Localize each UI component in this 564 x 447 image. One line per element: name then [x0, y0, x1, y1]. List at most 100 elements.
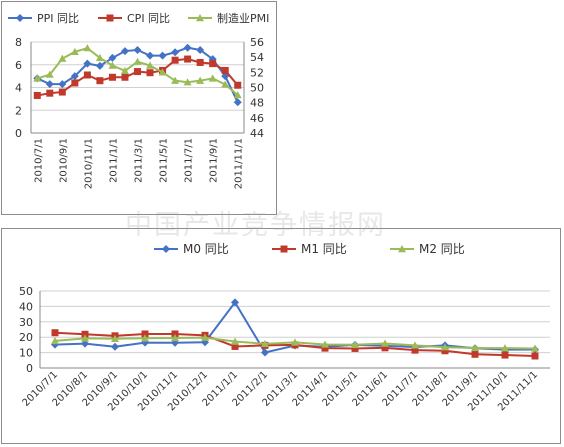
x-tick-label: 2011/7/1: [184, 138, 195, 183]
data-point: [381, 344, 389, 352]
data-point: [221, 80, 230, 88]
data-point: [531, 352, 539, 360]
watermark-text: 中国产业竞争情报网: [125, 210, 386, 241]
data-point: [111, 334, 119, 342]
data-point: [196, 58, 204, 66]
legend-label: M0 同比: [183, 242, 229, 256]
legend-label: PPI 同比: [37, 12, 79, 25]
y-tick: 40: [19, 300, 33, 313]
y-tick-left: 0: [15, 127, 22, 140]
x-tick-label: 2011/1/1: [108, 138, 119, 183]
y-tick: 30: [19, 316, 33, 329]
y-tick-left: 6: [15, 59, 22, 72]
data-point: [411, 346, 419, 354]
data-point: [96, 77, 104, 85]
x-tick-label: 2011/5/1: [159, 138, 170, 183]
data-point: [108, 61, 117, 69]
data-point: [46, 89, 54, 97]
legend-marker-square: [280, 245, 288, 253]
x-tick-label: 2010/11/1: [83, 138, 94, 189]
data-point: [58, 80, 67, 89]
data-point: [70, 47, 79, 56]
data-point: [134, 68, 141, 76]
y-tick: 50: [19, 285, 33, 298]
data-point: [381, 339, 389, 347]
y-tick-right: 46: [250, 112, 264, 125]
data-point: [261, 339, 269, 348]
data-point: [95, 53, 104, 62]
data-point: [58, 54, 67, 62]
data-point: [171, 56, 179, 64]
y-tick-right: 48: [250, 97, 264, 110]
y-tick: 0: [26, 362, 33, 375]
data-point: [441, 347, 449, 355]
legend-label: M1 同比: [301, 242, 347, 256]
data-point: [184, 55, 192, 63]
x-tick-label: 2011/3/1: [134, 138, 145, 183]
chart-panel-price-indices: 0 2 4 6 8 44 46 48 50 52 54 56 2010/7/1 2010/9/1 2010/…: [1, 1, 277, 215]
data-point: [321, 344, 329, 352]
data-point: [81, 334, 89, 342]
data-point: [501, 351, 509, 359]
data-point: [120, 66, 129, 75]
y-tick: 20: [19, 331, 33, 344]
data-point: [146, 69, 154, 77]
data-point: [33, 74, 42, 82]
data-point: [121, 73, 129, 81]
data-point: [45, 70, 54, 78]
data-point: [501, 344, 509, 352]
y-tick-left: 2: [15, 104, 22, 117]
y-tick-left: 4: [15, 82, 22, 95]
data-point: [158, 68, 167, 76]
data-point: [146, 51, 155, 60]
legend-label: M2 同比: [419, 242, 465, 256]
data-point: [51, 329, 59, 337]
legend-marker-triangle: [398, 245, 406, 253]
data-point: [471, 343, 479, 352]
data-point: [231, 342, 239, 350]
data-point: [83, 71, 91, 79]
data-point: [51, 336, 59, 345]
legend-label: CPI 同比: [127, 12, 170, 25]
data-point: [196, 45, 205, 54]
data-point: [141, 334, 149, 342]
data-point: [133, 57, 142, 65]
data-point: [81, 339, 89, 348]
data-point: [231, 337, 239, 345]
data-point: [81, 330, 89, 338]
data-point: [171, 330, 179, 338]
data-point: [133, 45, 142, 54]
data-point: [171, 333, 179, 342]
data-point: [291, 338, 299, 346]
data-point: [33, 91, 41, 99]
data-point: [158, 51, 167, 60]
x-tick-label: 2010/7/1: [33, 138, 44, 183]
data-point: [441, 343, 449, 351]
data-point: [183, 78, 192, 86]
y-tick-right: 50: [250, 82, 264, 95]
data-point: [321, 340, 329, 348]
data-point: [231, 298, 239, 307]
data-point: [221, 66, 229, 74]
data-point: [70, 72, 79, 81]
x-tick-label: 2011/9/1: [209, 138, 220, 183]
legend-marker-square: [106, 14, 114, 22]
legend-marker-diamond: [162, 245, 170, 253]
data-point: [208, 74, 217, 82]
data-point: [171, 76, 180, 84]
data-point: [351, 344, 359, 352]
data-point: [209, 60, 217, 68]
money-supply-chart: 010203040502010/7/12010/8/12010/9/12010/…: [19, 242, 550, 413]
data-point: [171, 48, 180, 57]
data-point: [111, 342, 119, 351]
legend-marker-diamond: [16, 14, 24, 22]
data-point: [95, 61, 104, 70]
data-point: [71, 79, 79, 87]
data-point: [471, 350, 479, 358]
data-point: [234, 81, 242, 89]
y-tick-right: 56: [250, 36, 264, 49]
data-point: [146, 61, 155, 69]
data-point: [196, 76, 205, 84]
data-point: [120, 47, 129, 56]
y-tick-right: 52: [250, 66, 264, 79]
